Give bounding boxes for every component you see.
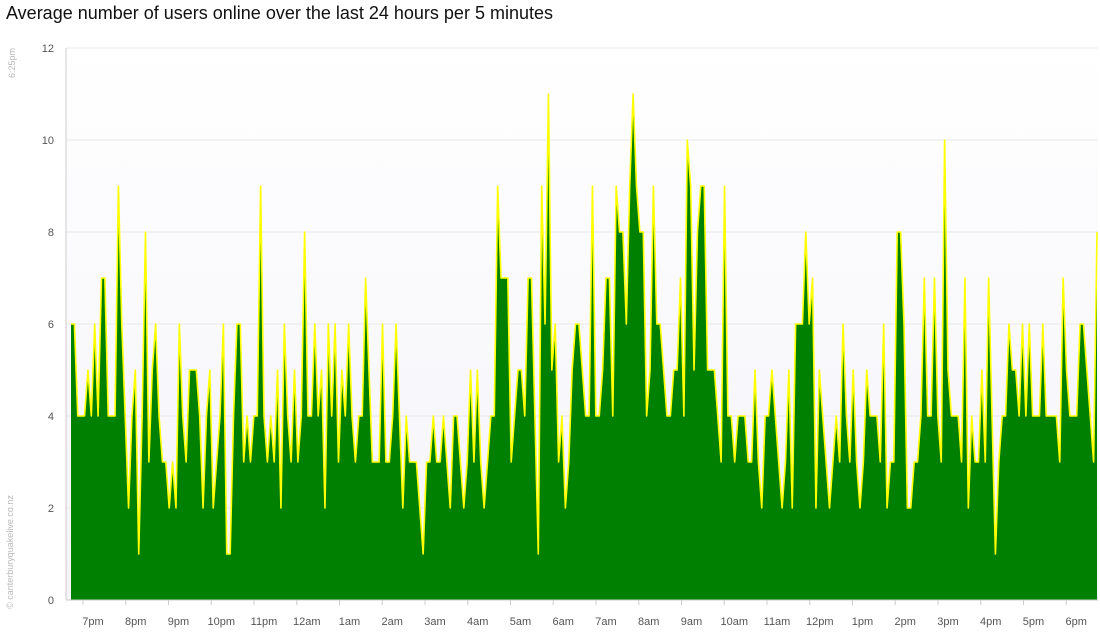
y-tick-label: 6	[48, 319, 54, 331]
x-tick-label: 1am	[339, 616, 360, 628]
x-tick-label: 11pm	[251, 616, 278, 628]
users-line	[71, 93, 1098, 555]
x-tick-label: 4pm	[980, 616, 1001, 628]
x-tick-label: 5pm	[1023, 616, 1044, 628]
chart-title: Average number of users online over the …	[6, 3, 553, 23]
x-tick-label: 4am	[467, 616, 488, 628]
y-axis: 0 2 4 6 8 10 12	[42, 43, 54, 607]
x-tick-label: 3pm	[937, 616, 958, 628]
x-tick-label: 3am	[424, 616, 445, 628]
y-tick-label: 12	[42, 43, 54, 55]
x-tick-label: 2pm	[895, 616, 916, 628]
y-tick-label: 10	[42, 135, 54, 147]
x-tick-label: 7am	[595, 616, 616, 628]
x-tick-label: 7pm	[82, 616, 103, 628]
x-tick-label: 2am	[382, 616, 403, 628]
x-tick-label: 10pm	[207, 616, 235, 628]
x-axis: 7pm 8pm 9pm 10pm 11pm 12am 1am 2am 3am 4am 5am 6am 7…	[82, 600, 1087, 628]
x-tick-label: 10am	[720, 616, 748, 628]
x-tick-label: 11am	[764, 616, 791, 628]
x-tick-label: 1pm	[852, 616, 873, 628]
x-tick-label: 9pm	[168, 616, 189, 628]
y-tick-label: 8	[48, 227, 54, 239]
x-tick-label: 8am	[638, 616, 659, 628]
x-tick-label: 9am	[681, 616, 702, 628]
y-tick-label: 4	[48, 411, 54, 423]
users-area	[71, 94, 1097, 600]
y-tick-label: 0	[48, 595, 54, 607]
x-tick-label: 8pm	[125, 616, 146, 628]
y-tick-label: 2	[48, 503, 54, 515]
x-tick-label: 6pm	[1066, 616, 1087, 628]
x-tick-label: 5am	[510, 616, 531, 628]
x-tick-label: 6am	[553, 616, 574, 628]
x-tick-label: 12pm	[806, 616, 834, 628]
x-tick-label: 12am	[293, 616, 321, 628]
